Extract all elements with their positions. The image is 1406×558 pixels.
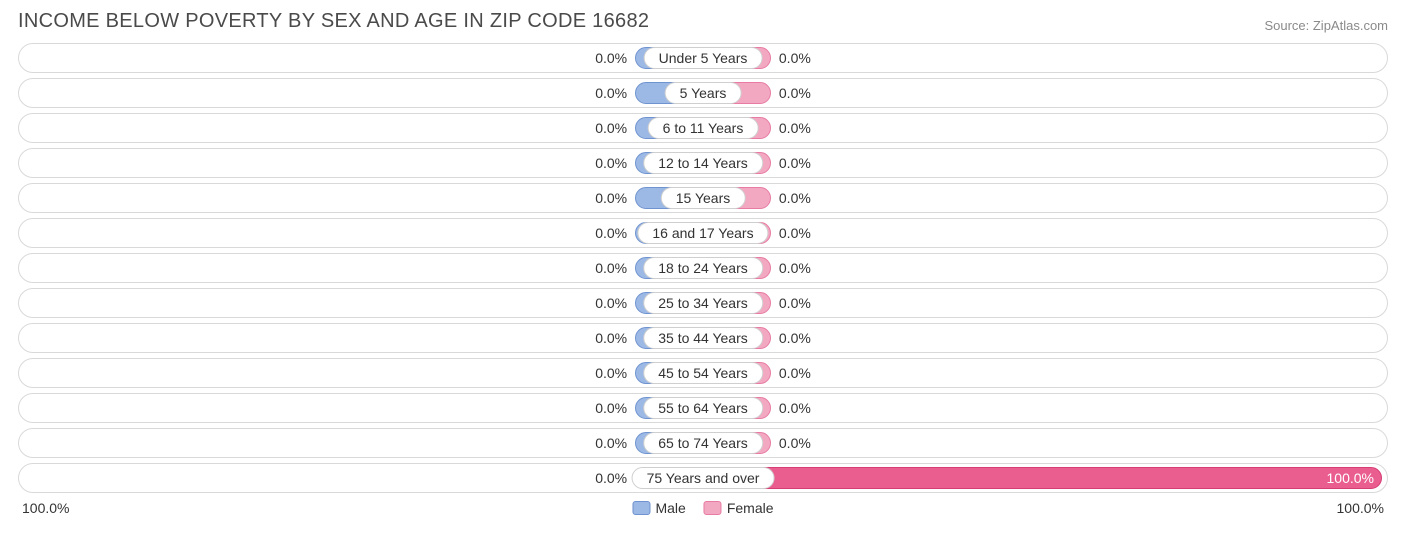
category-label: 18 to 24 Years	[643, 257, 763, 279]
category-label: 55 to 64 Years	[643, 397, 763, 419]
category-label: 5 Years	[665, 82, 742, 104]
category-label: 35 to 44 Years	[643, 327, 763, 349]
category-label: 75 Years and over	[632, 467, 775, 489]
male-value-label: 0.0%	[595, 260, 627, 276]
chart-row: 0.0% 0.0% 45 to 54 Years	[18, 358, 1388, 388]
chart-row: 0.0% 0.0% 25 to 34 Years	[18, 288, 1388, 318]
chart-row: 0.0% 0.0% 16 and 17 Years	[18, 218, 1388, 248]
female-value-label: 0.0%	[779, 330, 811, 346]
female-value-label: 0.0%	[779, 50, 811, 66]
category-label: 15 Years	[661, 187, 746, 209]
axis-left-label: 100.0%	[22, 500, 69, 516]
male-value-label: 0.0%	[595, 295, 627, 311]
female-value-label: 0.0%	[779, 85, 811, 101]
female-swatch-icon	[704, 501, 722, 515]
female-value-label: 0.0%	[779, 260, 811, 276]
chart-row: 0.0% 0.0% 35 to 44 Years	[18, 323, 1388, 353]
male-value-label: 0.0%	[595, 120, 627, 136]
male-swatch-icon	[632, 501, 650, 515]
chart-row: 0.0% 0.0% 55 to 64 Years	[18, 393, 1388, 423]
male-value-label: 0.0%	[595, 400, 627, 416]
chart-row: 0.0% 0.0% 5 Years	[18, 78, 1388, 108]
male-value-label: 0.0%	[595, 85, 627, 101]
chart-title: INCOME BELOW POVERTY BY SEX AND AGE IN Z…	[18, 10, 649, 33]
female-value-label: 0.0%	[779, 225, 811, 241]
chart-row: 0.0% 0.0% 15 Years	[18, 183, 1388, 213]
male-value-label: 0.0%	[595, 365, 627, 381]
chart-row: 0.0% 0.0% 12 to 14 Years	[18, 148, 1388, 178]
female-value-label: 0.0%	[779, 435, 811, 451]
chart-source: Source: ZipAtlas.com	[1264, 18, 1388, 33]
category-label: 65 to 74 Years	[643, 432, 763, 454]
chart-row: 0.0% 0.0% 65 to 74 Years	[18, 428, 1388, 458]
legend-male-label: Male	[655, 500, 685, 516]
chart-header: INCOME BELOW POVERTY BY SEX AND AGE IN Z…	[0, 0, 1406, 39]
legend-male: Male	[632, 500, 685, 516]
chart-row: 0.0% 0.0% 6 to 11 Years	[18, 113, 1388, 143]
female-value-label: 0.0%	[779, 190, 811, 206]
legend: Male Female	[632, 500, 773, 516]
chart-row: 0.0% 0.0% Under 5 Years	[18, 43, 1388, 73]
category-label: 45 to 54 Years	[643, 362, 763, 384]
female-value-label: 0.0%	[779, 120, 811, 136]
male-value-label: 0.0%	[595, 435, 627, 451]
category-label: Under 5 Years	[644, 47, 763, 69]
chart-row: 0.0% 100.0% 75 Years and over	[18, 463, 1388, 493]
diverging-bar-chart: 0.0%0.0%Under 5 Years0.0%0.0%5 Years0.0%…	[0, 39, 1406, 493]
male-value-label: 0.0%	[595, 50, 627, 66]
axis-footer: 100.0% Male Female 100.0%	[0, 498, 1406, 516]
female-value-label: 0.0%	[779, 400, 811, 416]
male-value-label: 0.0%	[595, 470, 627, 486]
category-label: 12 to 14 Years	[643, 152, 763, 174]
chart-row: 0.0% 0.0% 18 to 24 Years	[18, 253, 1388, 283]
male-value-label: 0.0%	[595, 190, 627, 206]
category-label: 6 to 11 Years	[648, 117, 759, 139]
axis-right-label: 100.0%	[1337, 500, 1384, 516]
female-value-label: 0.0%	[779, 365, 811, 381]
male-value-label: 0.0%	[595, 225, 627, 241]
legend-female: Female	[704, 500, 774, 516]
female-bar	[703, 467, 1382, 489]
female-value-label: 100.0%	[1327, 470, 1374, 486]
legend-female-label: Female	[727, 500, 774, 516]
female-value-label: 0.0%	[779, 295, 811, 311]
category-label: 16 and 17 Years	[637, 222, 768, 244]
male-value-label: 0.0%	[595, 155, 627, 171]
female-value-label: 0.0%	[779, 155, 811, 171]
category-label: 25 to 34 Years	[643, 292, 763, 314]
male-value-label: 0.0%	[595, 330, 627, 346]
